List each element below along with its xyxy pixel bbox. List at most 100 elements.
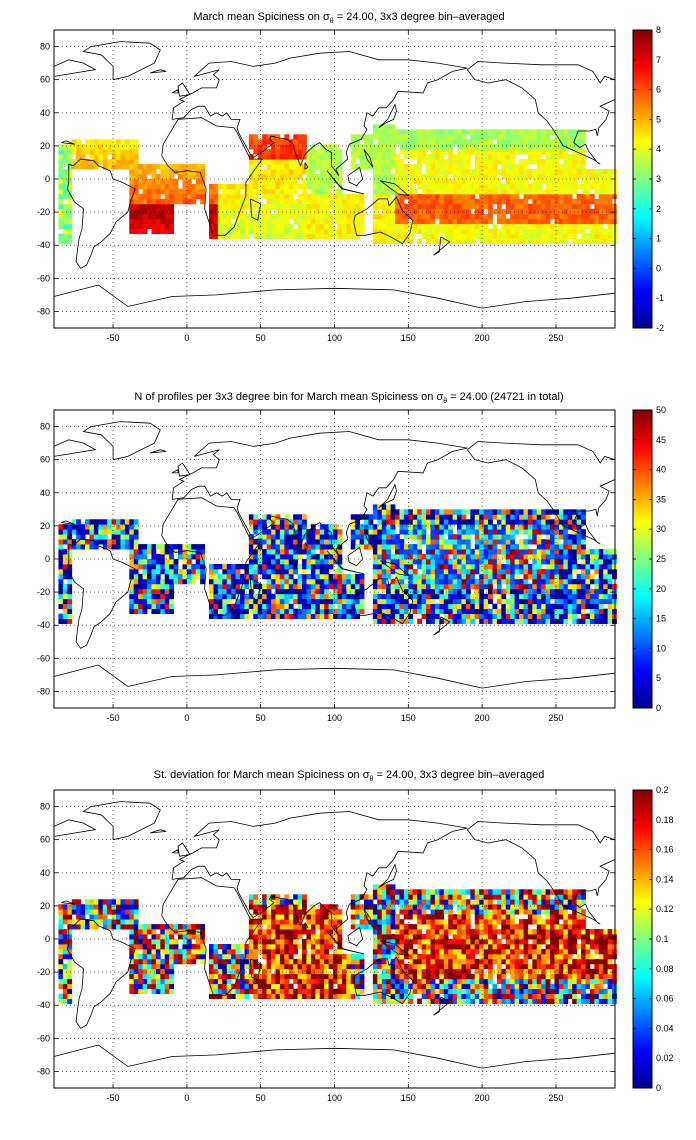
data-bin bbox=[465, 534, 471, 540]
data-bin bbox=[155, 593, 161, 600]
data-bin bbox=[514, 218, 520, 225]
data-bin bbox=[421, 598, 427, 605]
data-bin bbox=[390, 233, 396, 239]
data-bin bbox=[572, 998, 578, 1004]
data-bin bbox=[279, 154, 285, 160]
data-bin bbox=[284, 588, 290, 595]
data-bin bbox=[448, 218, 454, 225]
data-bin bbox=[572, 238, 578, 244]
data-bin bbox=[147, 208, 152, 215]
data-bin bbox=[133, 593, 139, 600]
data-bin bbox=[62, 524, 68, 530]
data-bin bbox=[138, 218, 143, 225]
data-bin bbox=[372, 208, 378, 215]
data-bin bbox=[496, 998, 502, 1004]
data-bin bbox=[510, 228, 516, 235]
data-bin bbox=[563, 963, 569, 970]
data-bin bbox=[328, 958, 334, 965]
data-bin bbox=[377, 593, 383, 600]
data-bin bbox=[80, 544, 86, 550]
data-bin bbox=[426, 238, 431, 244]
data-bin bbox=[589, 983, 595, 990]
data-bin bbox=[138, 978, 143, 985]
data-bin bbox=[483, 164, 489, 170]
data-bin bbox=[195, 193, 201, 200]
data-bin bbox=[191, 164, 197, 170]
data-bin bbox=[474, 233, 480, 239]
data-bin bbox=[262, 993, 267, 999]
data-bin bbox=[337, 598, 343, 605]
data-bin bbox=[310, 554, 316, 560]
data-bin bbox=[328, 583, 334, 590]
data-bin bbox=[147, 179, 152, 185]
data-bin bbox=[306, 598, 312, 605]
data-bin bbox=[403, 988, 409, 995]
data-bin bbox=[554, 134, 560, 140]
data-bin bbox=[532, 514, 538, 520]
data-bin bbox=[501, 174, 507, 180]
data-bin bbox=[381, 233, 387, 239]
data-bin bbox=[417, 539, 422, 545]
data-bin bbox=[226, 568, 232, 575]
data-bin bbox=[151, 193, 157, 200]
data-bin bbox=[536, 973, 542, 980]
data-bin bbox=[346, 203, 352, 210]
data-bin bbox=[483, 539, 489, 545]
data-bin bbox=[310, 539, 316, 545]
data-bin bbox=[541, 529, 547, 535]
data-bin bbox=[421, 174, 427, 180]
data-bin bbox=[306, 993, 312, 999]
data-bin bbox=[439, 164, 445, 170]
data-bin bbox=[350, 529, 356, 535]
data-bin bbox=[257, 213, 263, 220]
data-bin bbox=[155, 973, 161, 980]
data-bin bbox=[572, 139, 578, 145]
data-bin bbox=[514, 998, 520, 1004]
data-bin bbox=[430, 608, 436, 615]
data-bin bbox=[505, 983, 511, 990]
data-bin bbox=[461, 179, 467, 185]
data-bin bbox=[297, 524, 303, 530]
data-bin bbox=[527, 223, 533, 230]
data-bin bbox=[319, 183, 325, 190]
data-bin bbox=[532, 193, 538, 200]
colorbar-tick-label: -1 bbox=[656, 293, 664, 303]
data-bin bbox=[142, 188, 148, 195]
data-bin bbox=[142, 549, 148, 555]
data-bin bbox=[350, 583, 356, 590]
data-bin bbox=[178, 573, 183, 580]
data-bin bbox=[395, 578, 400, 585]
data-bin bbox=[412, 603, 418, 610]
data-bin bbox=[62, 568, 68, 575]
data-bin bbox=[457, 129, 462, 135]
data-bin bbox=[173, 179, 179, 185]
data-bin bbox=[395, 568, 400, 575]
data-bin bbox=[116, 164, 121, 170]
data-bin bbox=[448, 134, 454, 140]
data-bin bbox=[612, 563, 617, 570]
data-bin bbox=[514, 978, 520, 985]
data-bin bbox=[541, 144, 547, 150]
data-bin bbox=[151, 593, 157, 600]
data-bin bbox=[581, 539, 586, 545]
data-bin bbox=[439, 183, 445, 190]
data-bin bbox=[496, 218, 502, 225]
data-bin bbox=[465, 963, 471, 970]
data-bin bbox=[279, 519, 285, 525]
data-bin bbox=[545, 169, 551, 175]
data-bin bbox=[545, 198, 551, 205]
data-bin bbox=[554, 568, 560, 575]
data-bin bbox=[372, 588, 378, 595]
data-bin bbox=[257, 568, 263, 575]
data-bin bbox=[519, 588, 524, 595]
data-bin bbox=[523, 218, 529, 225]
data-bin bbox=[359, 598, 365, 605]
data-bin bbox=[160, 603, 166, 610]
coastline-path bbox=[467, 61, 616, 165]
data-bin bbox=[160, 983, 166, 990]
data-bin bbox=[412, 129, 418, 135]
data-bin bbox=[271, 963, 276, 970]
data-bin bbox=[545, 559, 551, 565]
data-bin bbox=[465, 149, 471, 155]
data-bin bbox=[133, 973, 139, 980]
